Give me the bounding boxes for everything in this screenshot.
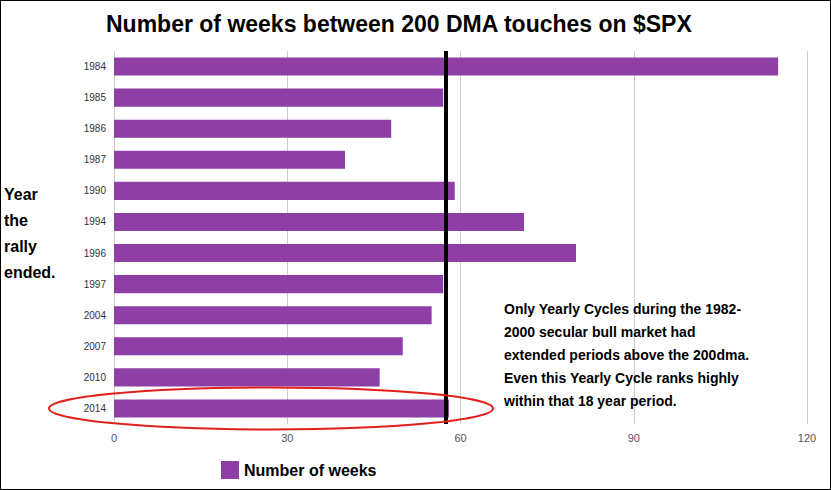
svg-text:extended periods above the 200: extended periods above the 200dma. [504,347,749,363]
svg-text:2000 secular bull market had: 2000 secular bull market had [504,324,695,340]
svg-text:90: 90 [628,432,640,444]
svg-text:the: the [4,212,28,229]
svg-text:2010: 2010 [84,372,107,383]
svg-text:60: 60 [454,432,466,444]
svg-text:120: 120 [798,432,816,444]
svg-text:1997: 1997 [84,279,107,290]
svg-text:Only Yearly Cycles during the: Only Yearly Cycles during the 1982- [504,301,741,317]
svg-text:2004: 2004 [84,310,107,321]
svg-text:2007: 2007 [84,341,107,352]
svg-text:Number of weeks between 200 DM: Number of weeks between 200 DMA touches … [106,11,692,37]
svg-text:1986: 1986 [84,123,107,134]
svg-text:1987: 1987 [84,154,107,165]
svg-text:rally: rally [4,238,37,255]
svg-text:Number of weeks: Number of weeks [244,462,377,479]
svg-text:1996: 1996 [84,248,107,259]
svg-text:within that 18 year period.: within that 18 year period. [503,393,677,409]
svg-text:1985: 1985 [84,92,107,103]
svg-text:1994: 1994 [84,216,107,227]
svg-text:1990: 1990 [84,185,107,196]
svg-text:1984: 1984 [84,61,107,72]
svg-text:ended.: ended. [4,264,56,281]
svg-text:0: 0 [111,432,117,444]
svg-text:30: 30 [281,432,293,444]
svg-text:2014: 2014 [84,403,107,414]
svg-text:Even this Yearly Cycle ranks h: Even this Yearly Cycle ranks highly [504,370,739,386]
svg-text:Year: Year [4,186,38,203]
